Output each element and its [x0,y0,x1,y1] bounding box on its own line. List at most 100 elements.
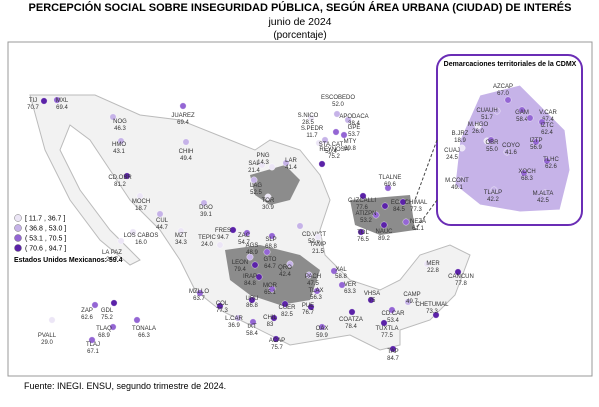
city-value: 29.0 [41,340,53,346]
city-name: CD.VICT [302,232,326,238]
city-marker [348,308,356,316]
city-name: TLAJ [86,342,100,348]
city-marker [538,118,546,126]
city-marker [367,296,375,304]
city-name: ESCOBEDO [321,95,355,101]
city-value: 39.1 [200,212,212,218]
city-value: 46.3 [114,126,126,132]
city-name: B.JRZ [452,131,469,137]
city-name: PACH [305,274,321,280]
city-value: 67.4 [542,117,554,123]
city-name: QRO [278,265,292,271]
city-marker [520,169,528,177]
city-name: TOL [357,230,369,236]
city-value: 75.7 [271,345,283,351]
city-marker [177,227,185,235]
city-name: GTO [264,257,277,263]
city-marker [307,303,315,311]
city-name: CUAUH [476,108,497,114]
city-value: 64.7 [264,264,276,270]
city-value: 49.4 [180,156,192,162]
city-value: 30.9 [262,205,274,211]
city-marker [109,113,117,121]
city-marker [543,157,551,165]
city-marker [333,110,341,118]
city-value: 16.0 [135,240,147,246]
city-value: 22.8 [427,268,439,274]
city-name: REYNOSA [319,147,348,153]
city-marker [399,198,407,206]
city-value: 43.1 [113,149,125,155]
city-value: 75 [369,298,376,304]
city-marker [268,232,276,240]
city-value: 94.7 [217,235,229,241]
city-value: 42.5 [537,198,549,204]
city-marker [255,273,263,281]
city-value: 61.1 [412,226,424,232]
city-value: 69.4 [177,120,189,126]
city-marker [493,107,501,115]
city-marker [318,323,326,331]
city-name: COL [216,301,229,307]
city-name: M.CONT [445,178,469,184]
city-name: NEZA [410,219,426,225]
city-marker [532,138,540,146]
city-value: 56.9 [530,145,542,151]
city-value: 84.8 [244,281,256,287]
city-name: PUE [302,303,314,309]
city-name: M.HGO [468,122,489,128]
city-name: TLALNE [379,175,402,181]
city-name: GDL [101,308,114,314]
city-marker [307,114,315,122]
city-name: OAX [316,326,329,332]
city-value: 84.7 [387,356,399,362]
inset-title: Demarcaciones territoriales de la CDMX [444,61,577,68]
city-name: L.CAR [225,316,243,322]
city-value: 36.9 [228,323,240,329]
city-name: AGS [246,243,259,249]
city-marker [196,289,204,297]
city-marker [357,228,365,236]
city-name: MOR [263,283,278,289]
city-value: 62.4 [541,130,553,136]
city-marker [258,161,266,169]
city-marker [321,136,329,144]
city-name: VER [344,282,357,288]
city-name: S.NICO [298,113,319,119]
city-name: CD.OBR [108,175,132,181]
city-marker [53,96,61,104]
city-name: CAMP [403,292,420,298]
city-marker [248,296,256,304]
city-marker [129,228,137,236]
city-value: 59.9 [316,333,328,339]
inset-leader [414,199,438,231]
city-value: 68.3 [521,176,533,182]
city-value: 18.9 [454,138,466,144]
city-value: 70.7 [27,105,39,111]
city-name: AZCAP [493,84,513,90]
city-name: V.CAR [539,110,557,116]
region-shading [225,165,415,305]
city-value: 77.6 [356,205,368,211]
city-name: OBR [485,140,499,146]
city-marker [384,184,392,192]
city-name: ACAP [269,338,285,344]
inset-leader [414,139,438,201]
city-value: 52.5 [250,190,262,196]
city-marker [389,345,397,353]
city-name: MER [426,261,440,267]
city-marker [503,148,511,156]
city-value: 56.3 [310,295,322,301]
city-name: PNG [256,153,269,159]
city-marker [457,176,465,184]
source: Fuente: INEGI. ENSU, segundo trimestre d… [24,381,226,391]
city-marker [200,199,208,207]
city-marker [490,186,498,194]
city-value: 83 [267,322,274,328]
city-marker [344,116,352,124]
city-marker [372,211,380,219]
city-marker [315,139,323,147]
city-marker [330,267,338,275]
legend-label: ( 70.6 , 94.7 ] [25,246,66,253]
city-value: 24.5 [446,155,458,161]
